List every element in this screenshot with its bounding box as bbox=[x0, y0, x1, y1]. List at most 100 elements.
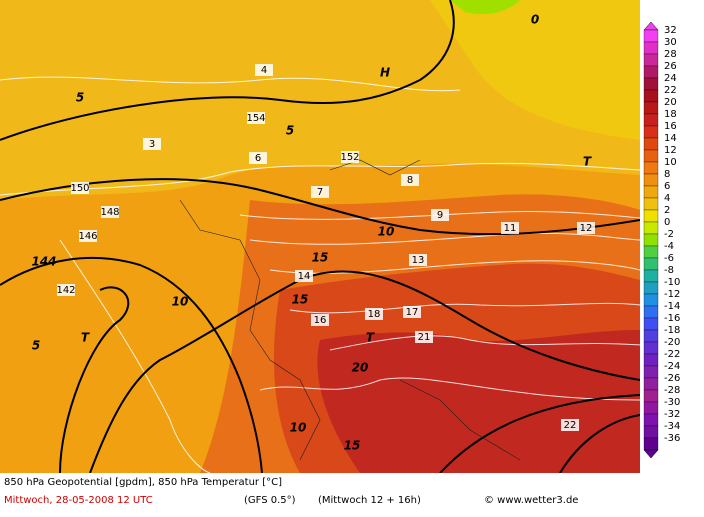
legend-swatch bbox=[643, 161, 659, 175]
legend-label: 8 bbox=[664, 169, 670, 180]
legend-label: 0 bbox=[664, 217, 670, 228]
legend: 32302826242220181614121086420-2-4-6-8-10… bbox=[640, 0, 704, 473]
legend-label: -30 bbox=[664, 397, 680, 408]
legend-label: 24 bbox=[664, 73, 677, 84]
legend-swatch bbox=[643, 173, 659, 187]
legend-swatch bbox=[643, 41, 659, 55]
map-label: 12 bbox=[580, 223, 593, 234]
legend-label: -2 bbox=[664, 229, 674, 240]
legend-label: -36 bbox=[664, 433, 680, 444]
legend-swatch bbox=[643, 89, 659, 103]
legend-swatch bbox=[643, 269, 659, 283]
legend-label: -32 bbox=[664, 409, 680, 420]
legend-swatch bbox=[643, 233, 659, 247]
zone-cold bbox=[450, 0, 520, 15]
map-label: 15 bbox=[312, 251, 329, 265]
legend-swatch bbox=[643, 389, 659, 403]
label-box bbox=[143, 138, 161, 150]
map-label: 146 bbox=[78, 231, 97, 242]
legend-swatch bbox=[643, 317, 659, 331]
map-label: 22 bbox=[564, 420, 577, 431]
legend-label: 16 bbox=[664, 121, 677, 132]
legend-swatch bbox=[643, 77, 659, 91]
legend-label: -16 bbox=[664, 313, 680, 324]
legend-label: -22 bbox=[664, 349, 680, 360]
legend-label: 4 bbox=[664, 193, 670, 204]
map-label: 3 bbox=[149, 139, 155, 150]
legend-swatch bbox=[643, 125, 659, 139]
map-label: T bbox=[583, 155, 592, 169]
legend-swatch bbox=[643, 401, 659, 415]
label-box bbox=[247, 112, 265, 124]
legend-swatch bbox=[643, 257, 659, 271]
label-box bbox=[249, 152, 267, 164]
map-label: 152 bbox=[340, 152, 359, 163]
map-label: 16 bbox=[314, 315, 327, 326]
label-box bbox=[311, 314, 329, 326]
map-label: T bbox=[366, 331, 375, 345]
map-label: 150 bbox=[70, 183, 89, 194]
map-label: 5 bbox=[76, 91, 84, 105]
legend-label: -4 bbox=[664, 241, 674, 252]
zone-hottest bbox=[317, 330, 640, 473]
map-label: 10 bbox=[290, 421, 307, 435]
legend-label: 2 bbox=[664, 205, 670, 216]
legend-label: -20 bbox=[664, 337, 680, 348]
legend-label: 26 bbox=[664, 61, 677, 72]
map-label: 5 bbox=[286, 124, 294, 138]
legend-label: -8 bbox=[664, 265, 674, 276]
map-label: 18 bbox=[368, 309, 381, 320]
legend-swatch bbox=[643, 413, 659, 427]
map-label: H bbox=[380, 66, 390, 80]
legend-label: -14 bbox=[664, 301, 680, 312]
map-label: 4 bbox=[261, 65, 267, 76]
legend-swatch bbox=[643, 437, 659, 451]
borders bbox=[179, 159, 521, 461]
map-label: 15 bbox=[292, 293, 309, 307]
legend-label: -26 bbox=[664, 373, 680, 384]
map-label: 10 bbox=[378, 225, 395, 239]
footer-bg bbox=[0, 473, 640, 513]
legend-swatch bbox=[643, 377, 659, 391]
footer-model: (GFS 0.5°) bbox=[244, 495, 296, 506]
label-box bbox=[341, 151, 359, 163]
legend-swatch bbox=[643, 29, 659, 43]
map-label: 142 bbox=[56, 285, 75, 296]
legend-swatch bbox=[643, 353, 659, 367]
footer-date: Mittwoch, 28-05-2008 12 UTC bbox=[4, 495, 153, 506]
legend-label: 12 bbox=[664, 145, 677, 156]
label-box bbox=[561, 419, 579, 431]
map-label: 14 bbox=[298, 271, 311, 282]
legend-label: -24 bbox=[664, 361, 680, 372]
legend-label: 32 bbox=[664, 25, 677, 36]
footer-credit: © www.wetter3.de bbox=[484, 495, 578, 506]
legend-swatch bbox=[643, 149, 659, 163]
legend-swatch bbox=[643, 53, 659, 67]
label-box bbox=[415, 331, 433, 343]
label-box bbox=[577, 222, 595, 234]
label-box bbox=[403, 306, 421, 318]
map-label: 20 bbox=[352, 361, 369, 375]
map-label: 144 bbox=[31, 255, 56, 269]
legend-swatch bbox=[643, 425, 659, 439]
legend-swatch bbox=[643, 221, 659, 235]
legend-label: 20 bbox=[664, 97, 677, 108]
legend-label: 6 bbox=[664, 181, 670, 192]
legend-swatch bbox=[643, 137, 659, 151]
map-label: 8 bbox=[407, 175, 413, 186]
legend-label: -6 bbox=[664, 253, 674, 264]
map-label: 17 bbox=[406, 307, 419, 318]
legend-label: -34 bbox=[664, 421, 680, 432]
map-label: T bbox=[81, 331, 90, 345]
map-label: 15 bbox=[344, 439, 361, 453]
label-box bbox=[501, 222, 519, 234]
label-box bbox=[71, 182, 89, 194]
map-label: 7 bbox=[317, 187, 323, 198]
map-label: 9 bbox=[437, 210, 443, 221]
legend-label: -18 bbox=[664, 325, 680, 336]
legend-swatch bbox=[643, 185, 659, 199]
legend-swatch bbox=[643, 209, 659, 223]
legend-swatch bbox=[643, 281, 659, 295]
